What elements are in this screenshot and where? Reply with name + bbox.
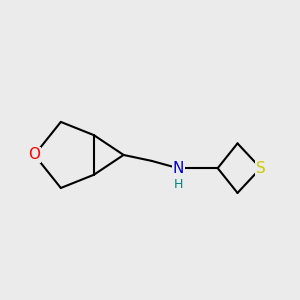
Text: O: O [28,148,40,163]
Text: H: H [173,178,183,190]
Text: N: N [172,161,184,176]
Text: S: S [256,161,266,176]
